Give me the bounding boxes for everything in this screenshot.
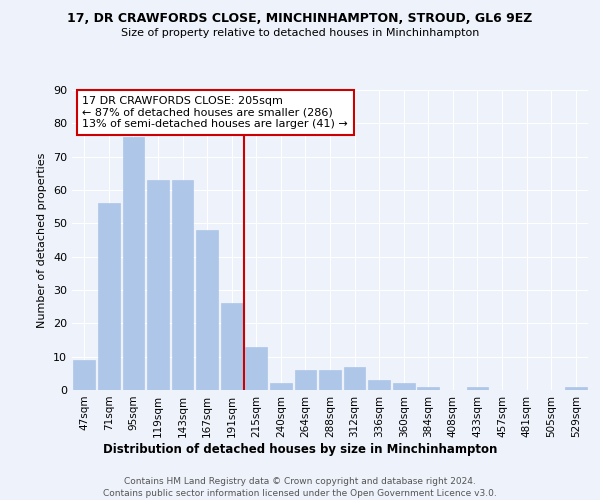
Bar (172, 180, 193, 390)
Bar (98, 204, 119, 390)
Text: Contains public sector information licensed under the Open Government Licence v3: Contains public sector information licen… (103, 489, 497, 498)
Text: 17 DR CRAWFORDS CLOSE: 205sqm
← 87% of detached houses are smaller (286)
13% of : 17 DR CRAWFORDS CLOSE: 205sqm ← 87% of d… (82, 96, 348, 129)
Bar (122, 136, 144, 390)
Text: Contains HM Land Registry data © Crown copyright and database right 2024.: Contains HM Land Registry data © Crown c… (124, 478, 476, 486)
Bar (295, 370, 316, 390)
Text: Distribution of detached houses by size in Minchinhampton: Distribution of detached houses by size … (103, 442, 497, 456)
Bar (344, 366, 365, 390)
Text: Size of property relative to detached houses in Minchinhampton: Size of property relative to detached ho… (121, 28, 479, 38)
Y-axis label: Number of detached properties: Number of detached properties (37, 152, 47, 328)
Bar (393, 384, 415, 390)
Bar (270, 384, 292, 390)
Bar (319, 370, 341, 390)
Bar (565, 386, 587, 390)
Bar (196, 230, 218, 390)
Bar (368, 380, 390, 390)
Bar (418, 386, 439, 390)
Bar (147, 180, 169, 390)
Bar (467, 386, 488, 390)
Bar (221, 304, 242, 390)
Text: 17, DR CRAWFORDS CLOSE, MINCHINHAMPTON, STROUD, GL6 9EZ: 17, DR CRAWFORDS CLOSE, MINCHINHAMPTON, … (67, 12, 533, 26)
Bar (73, 360, 95, 390)
Bar (245, 346, 267, 390)
